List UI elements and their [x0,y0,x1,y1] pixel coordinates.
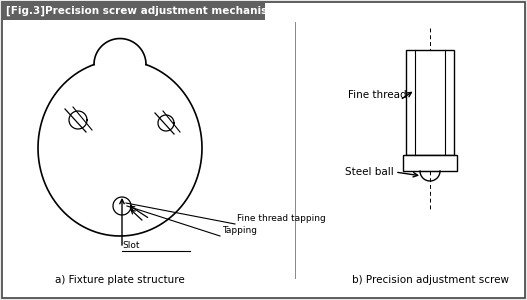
Text: Tapping: Tapping [222,226,257,235]
Text: Fine thread tapping: Fine thread tapping [237,214,326,223]
Bar [2,2,265,20]
Text: Fine thread: Fine thread [348,90,407,100]
Text: Steel ball: Steel ball [345,167,394,177]
Bar [406,50,454,155]
Text: b) Precision adjustment screw: b) Precision adjustment screw [352,275,509,285]
Text: Slot: Slot [122,241,140,250]
Bar [403,155,457,171]
Text: a) Fixture plate structure: a) Fixture plate structure [55,275,185,285]
Text: [Fig.3]Precision screw adjustment mechanism: [Fig.3]Precision screw adjustment mechan… [6,6,278,16]
